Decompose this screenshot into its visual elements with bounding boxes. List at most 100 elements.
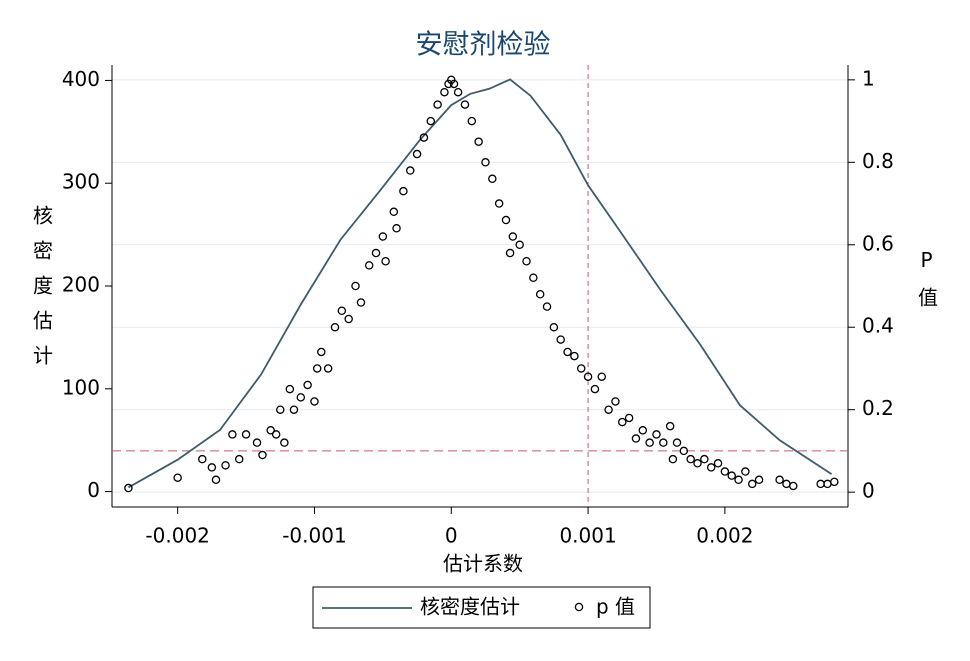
- scatter-point: [364, 261, 374, 270]
- y2-axis-title: P值: [915, 248, 939, 322]
- y2-tick-label: 0.2: [862, 396, 894, 420]
- legend-box: [312, 586, 651, 629]
- scatter-point: [211, 475, 221, 485]
- x-tick-label: -0.002: [145, 524, 209, 548]
- y2-tick-label: 0: [862, 479, 875, 503]
- scatter-point: [597, 372, 607, 381]
- chart-title: 安慰剂检验: [416, 30, 551, 61]
- scatter-point: [474, 137, 483, 146]
- scatter-point: [310, 397, 319, 406]
- x-axis-title: 估计系数: [443, 552, 523, 576]
- y-tick-label: 0: [87, 478, 100, 502]
- scatter-point: [789, 481, 798, 491]
- scatter-point: [700, 454, 709, 464]
- scatter-point: [371, 248, 381, 258]
- scatter-point: [289, 405, 299, 414]
- scatter-point: [529, 273, 538, 283]
- scatter-point: [207, 463, 217, 472]
- scatter-point: [747, 479, 757, 489]
- scatter-point: [453, 87, 463, 97]
- scatter-point: [330, 322, 340, 332]
- scatter-point: [494, 199, 504, 208]
- scatter-point: [631, 434, 641, 443]
- scatter-point: [440, 87, 449, 97]
- scatter-point: [234, 454, 244, 464]
- legend-marker: [574, 602, 584, 612]
- scatter-point: [317, 347, 326, 357]
- scatter-point: [706, 463, 716, 472]
- scatter-point: [713, 459, 723, 468]
- scatter-point: [583, 372, 593, 381]
- scatter-point: [720, 467, 730, 476]
- scatter-point: [228, 430, 237, 439]
- y-axis-title: 核密度估计: [30, 205, 54, 380]
- scatter-point: [522, 257, 531, 266]
- scatter-point: [556, 335, 565, 344]
- x-tick-label: 0: [445, 524, 458, 548]
- scatter-point: [668, 454, 678, 464]
- scatter-point: [734, 475, 743, 485]
- scatter-point: [488, 174, 497, 184]
- scatter-point: [754, 475, 764, 485]
- scatter-point: [481, 158, 490, 167]
- scatter-point: [686, 454, 695, 464]
- scatter-point: [378, 232, 388, 241]
- scatter-point: [679, 446, 689, 456]
- scatter-point: [266, 426, 275, 435]
- scatter-point: [505, 248, 515, 258]
- scatter-point: [392, 224, 401, 233]
- y-tick-label: 200: [62, 273, 100, 297]
- scatter-point: [389, 207, 399, 217]
- scatter-point: [741, 467, 750, 476]
- scatter-point: [426, 116, 436, 126]
- scatter-point: [693, 459, 702, 468]
- scatter-point: [570, 351, 579, 361]
- scatter-point: [775, 475, 784, 485]
- scatter-point: [173, 473, 182, 482]
- scatter-point: [542, 302, 552, 311]
- x-tick-label: 0.001: [559, 524, 616, 548]
- scatter-point: [252, 438, 262, 447]
- scatter-point: [271, 430, 281, 439]
- scatter-point: [467, 116, 477, 126]
- y2-tick-label: 0.8: [862, 149, 894, 173]
- scatter-point: [501, 215, 511, 225]
- y-tick-label: 300: [62, 170, 100, 194]
- scatter-point: [576, 364, 586, 373]
- scatter-point: [221, 461, 230, 470]
- scatter-point: [412, 149, 422, 159]
- scatter-point: [652, 430, 661, 439]
- scatter-point: [672, 438, 682, 447]
- scatter-point: [638, 426, 648, 435]
- scatter-point: [449, 79, 459, 89]
- x-tick-label: -0.001: [282, 524, 346, 548]
- scatter-point: [337, 306, 347, 315]
- scatter-point: [258, 450, 267, 460]
- scatter-point: [276, 405, 285, 414]
- scatter-point: [830, 477, 839, 487]
- y2-tick-label: 1: [862, 66, 875, 90]
- scatter-point: [665, 421, 675, 431]
- scatter-point: [124, 483, 133, 493]
- y2-tick-label: 0.4: [862, 314, 894, 338]
- legend-label: p 值: [596, 595, 635, 619]
- scatter-point: [405, 166, 415, 175]
- scatter-point: [433, 100, 442, 109]
- y-tick-label: 100: [62, 375, 100, 399]
- scatter-point: [563, 347, 572, 357]
- scatter-point: [624, 413, 634, 423]
- scatter-point: [356, 298, 366, 307]
- y-tick-label: 400: [62, 67, 100, 91]
- scatter-point: [198, 454, 207, 464]
- scatter-point: [590, 384, 600, 394]
- scatter-point: [351, 281, 360, 291]
- scatter-point: [399, 186, 408, 196]
- scatter-point: [381, 257, 390, 266]
- scatter-point: [515, 240, 524, 250]
- x-tick-label: 0.002: [696, 524, 753, 548]
- scatter-point: [303, 380, 312, 390]
- scatter-point: [285, 384, 295, 394]
- scatter-point: [323, 364, 333, 373]
